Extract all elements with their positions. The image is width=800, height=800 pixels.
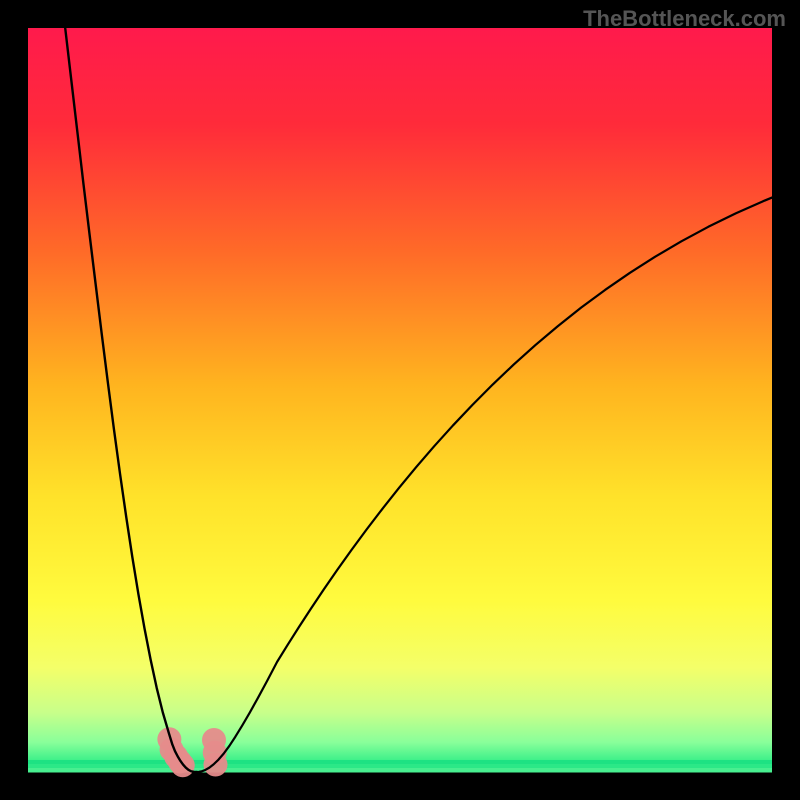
attribution-watermark: TheBottleneck.com bbox=[583, 6, 786, 32]
bottleneck-chart-root: { "attribution": "TheBottleneck.com", "c… bbox=[0, 0, 800, 800]
bottleneck-curve-chart bbox=[0, 0, 800, 800]
